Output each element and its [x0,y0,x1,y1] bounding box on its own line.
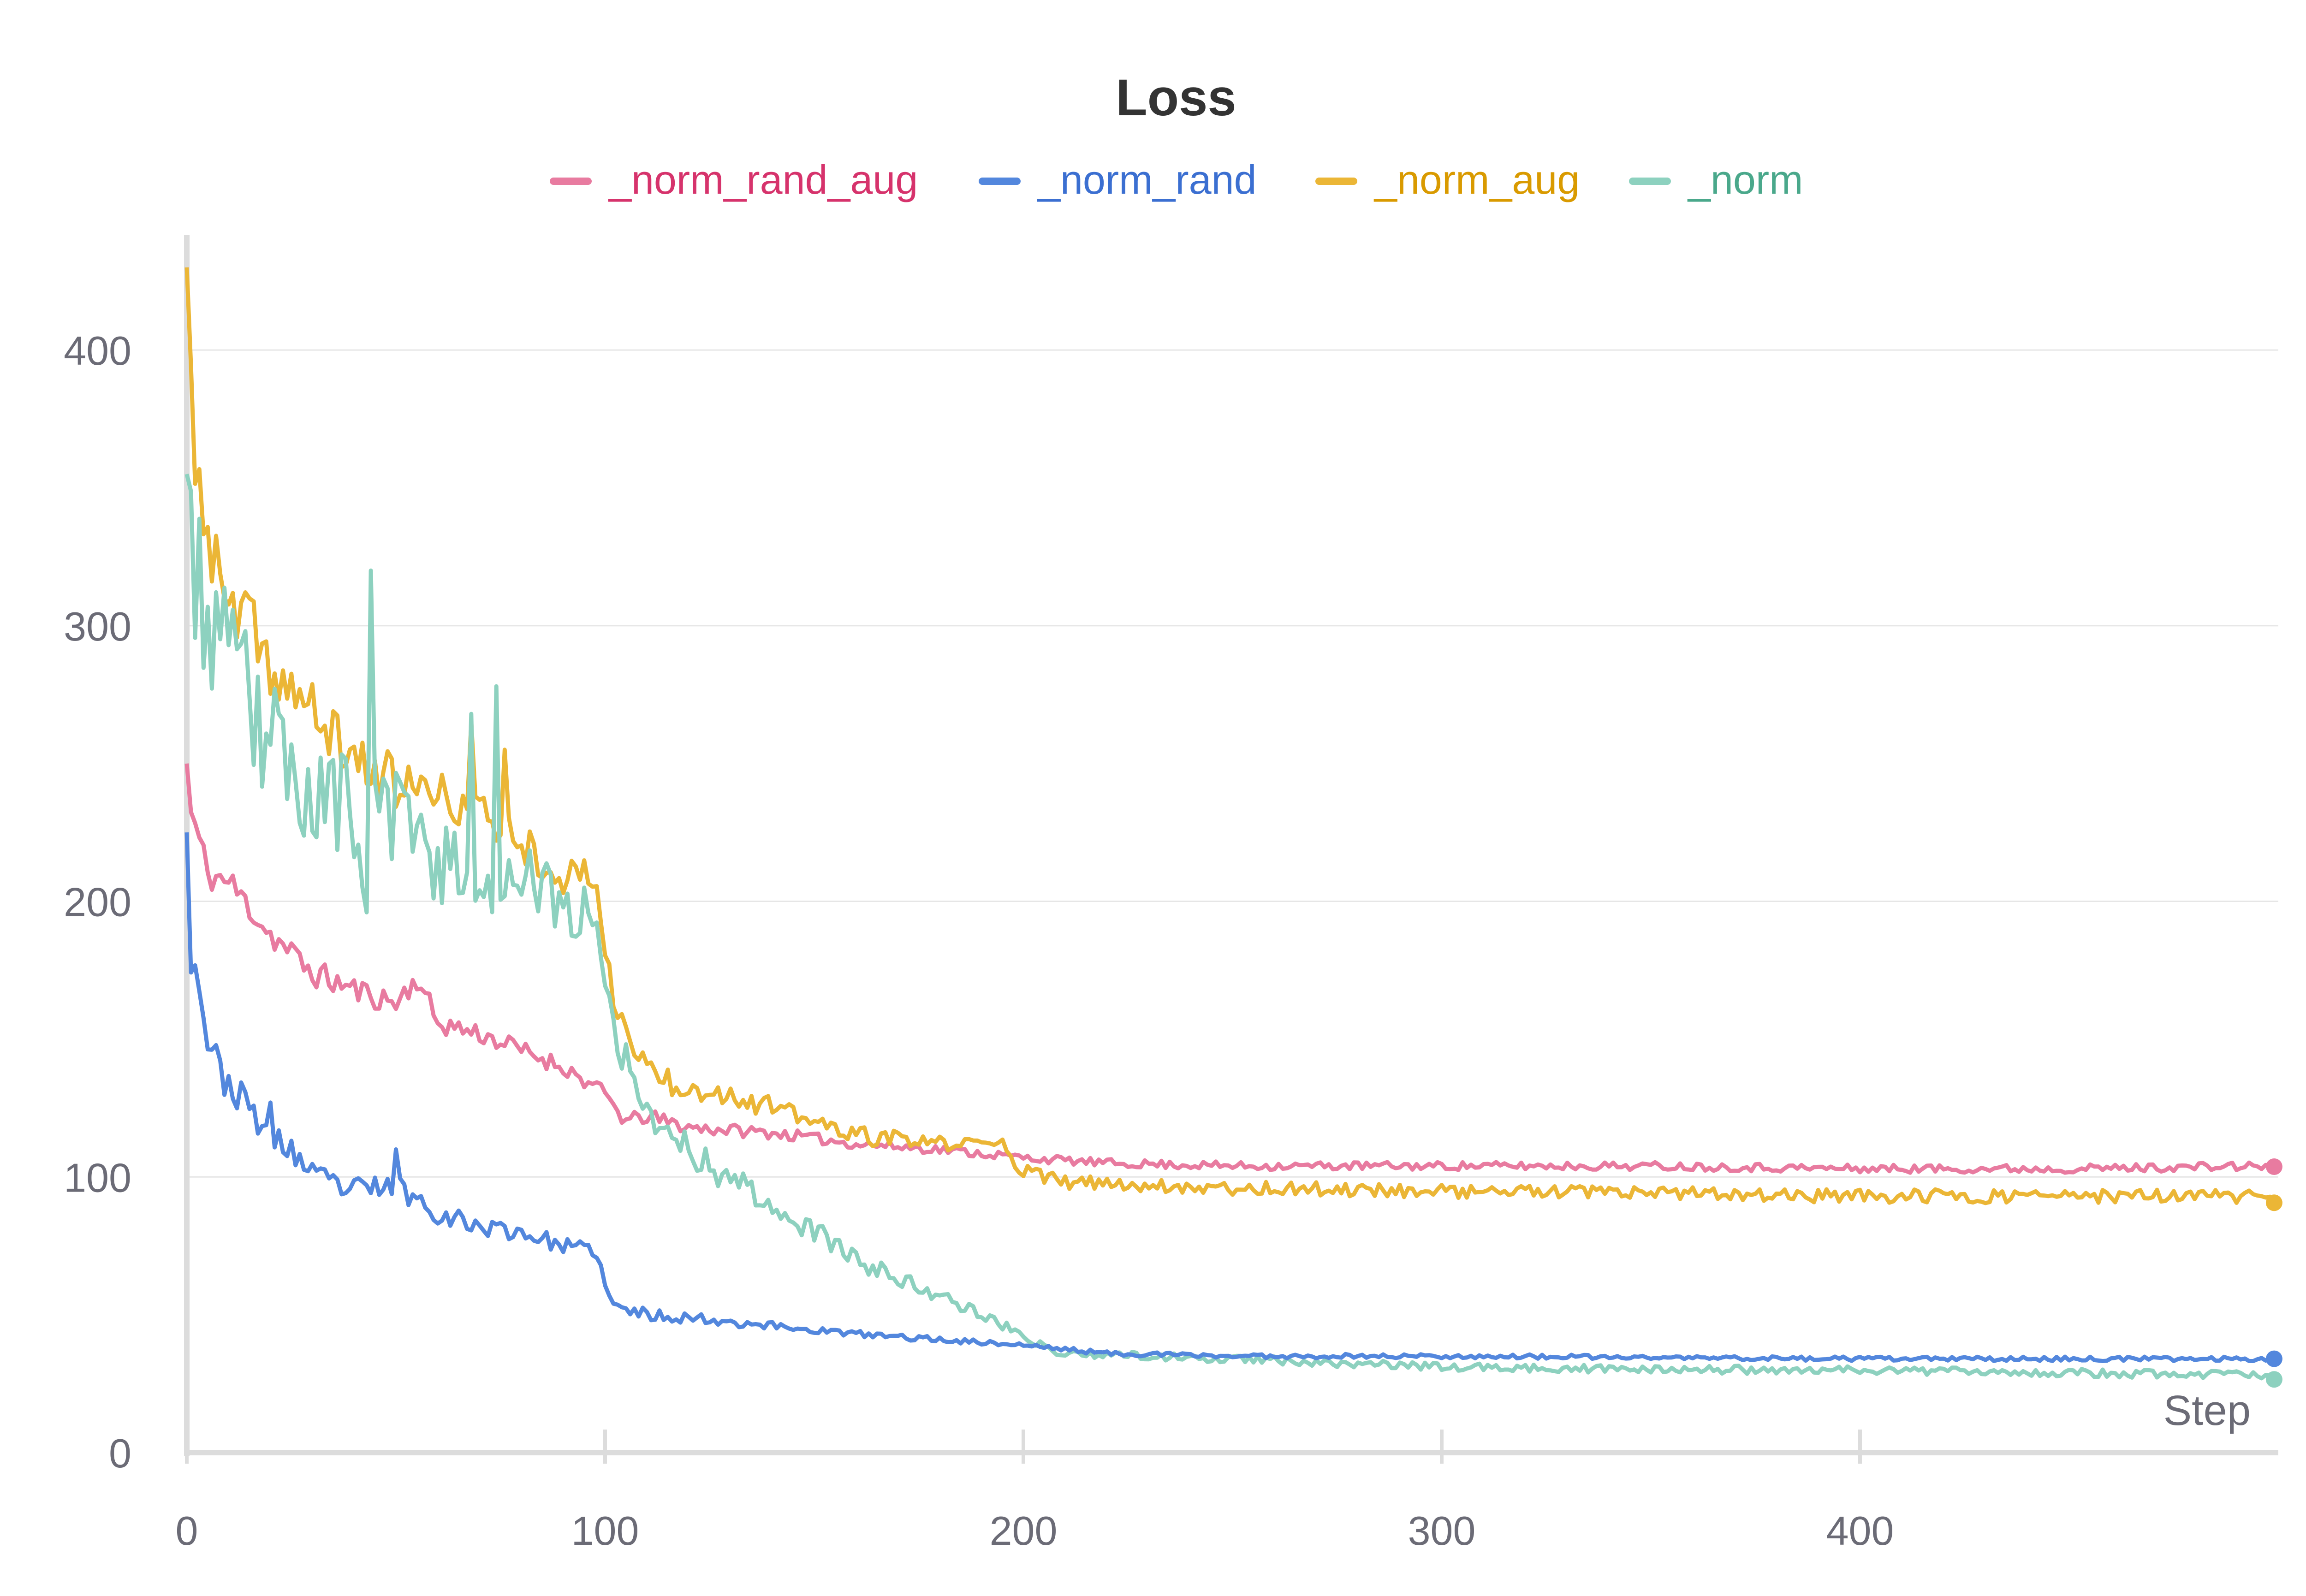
y-tick-label: 300 [64,604,131,649]
series-line-norm-rand[interactable] [184,832,2275,1363]
chart-title: Loss [1116,69,1236,126]
axes: 0 100 200 300 400 0 100 200 300 400 [64,235,2278,1554]
x-tick-label: 400 [1826,1508,1894,1554]
x-tick-label: 0 [176,1508,198,1554]
legend-item[interactable]: _norm_rand [979,157,1257,202]
legend-label: _norm [1687,157,1803,202]
legend-item[interactable]: _norm [1629,157,1803,202]
x-axis-label: Step [2163,1387,2251,1434]
legend-label: _norm_aug [1373,157,1580,202]
x-tick-label: 100 [571,1508,639,1554]
y-tick-label: 100 [64,1155,131,1200]
y-tick-label: 0 [109,1430,131,1476]
series-line-norm-rand-aug[interactable] [184,763,2275,1175]
legend-label: _norm_rand [1037,157,1257,202]
series-layer [184,267,2282,1388]
legend: _norm_rand_aug _norm_rand _norm_aug _norm [550,157,1803,202]
series-end-point[interactable] [2265,1158,2282,1175]
legend-item[interactable]: _norm_aug [1315,157,1580,202]
legend-label: _norm_rand_aug [608,157,918,202]
series-end-point[interactable] [2265,1350,2282,1367]
series-end-point[interactable] [2265,1371,2282,1388]
series-end-point[interactable] [2265,1194,2282,1211]
series-line-norm-aug[interactable] [184,267,2276,1205]
y-tick-label: 400 [64,328,131,374]
y-tick-label: 200 [64,879,131,925]
legend-item[interactable]: _norm_rand_aug [550,157,918,202]
x-tick-label: 300 [1408,1508,1476,1554]
x-tick-label: 200 [990,1508,1058,1554]
